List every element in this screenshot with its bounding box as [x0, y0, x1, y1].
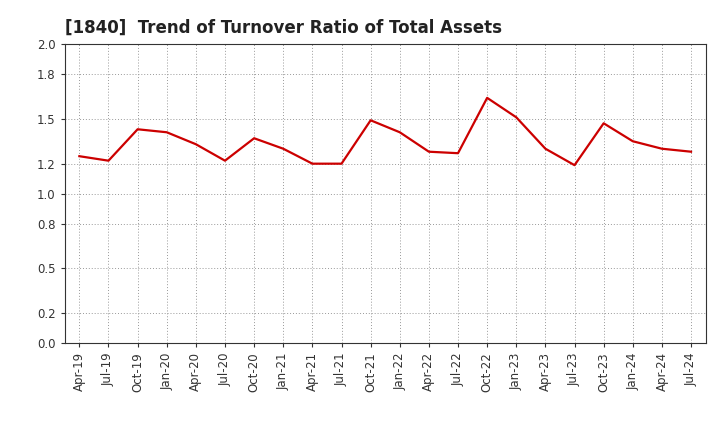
Text: [1840]  Trend of Turnover Ratio of Total Assets: [1840] Trend of Turnover Ratio of Total …	[65, 19, 502, 37]
